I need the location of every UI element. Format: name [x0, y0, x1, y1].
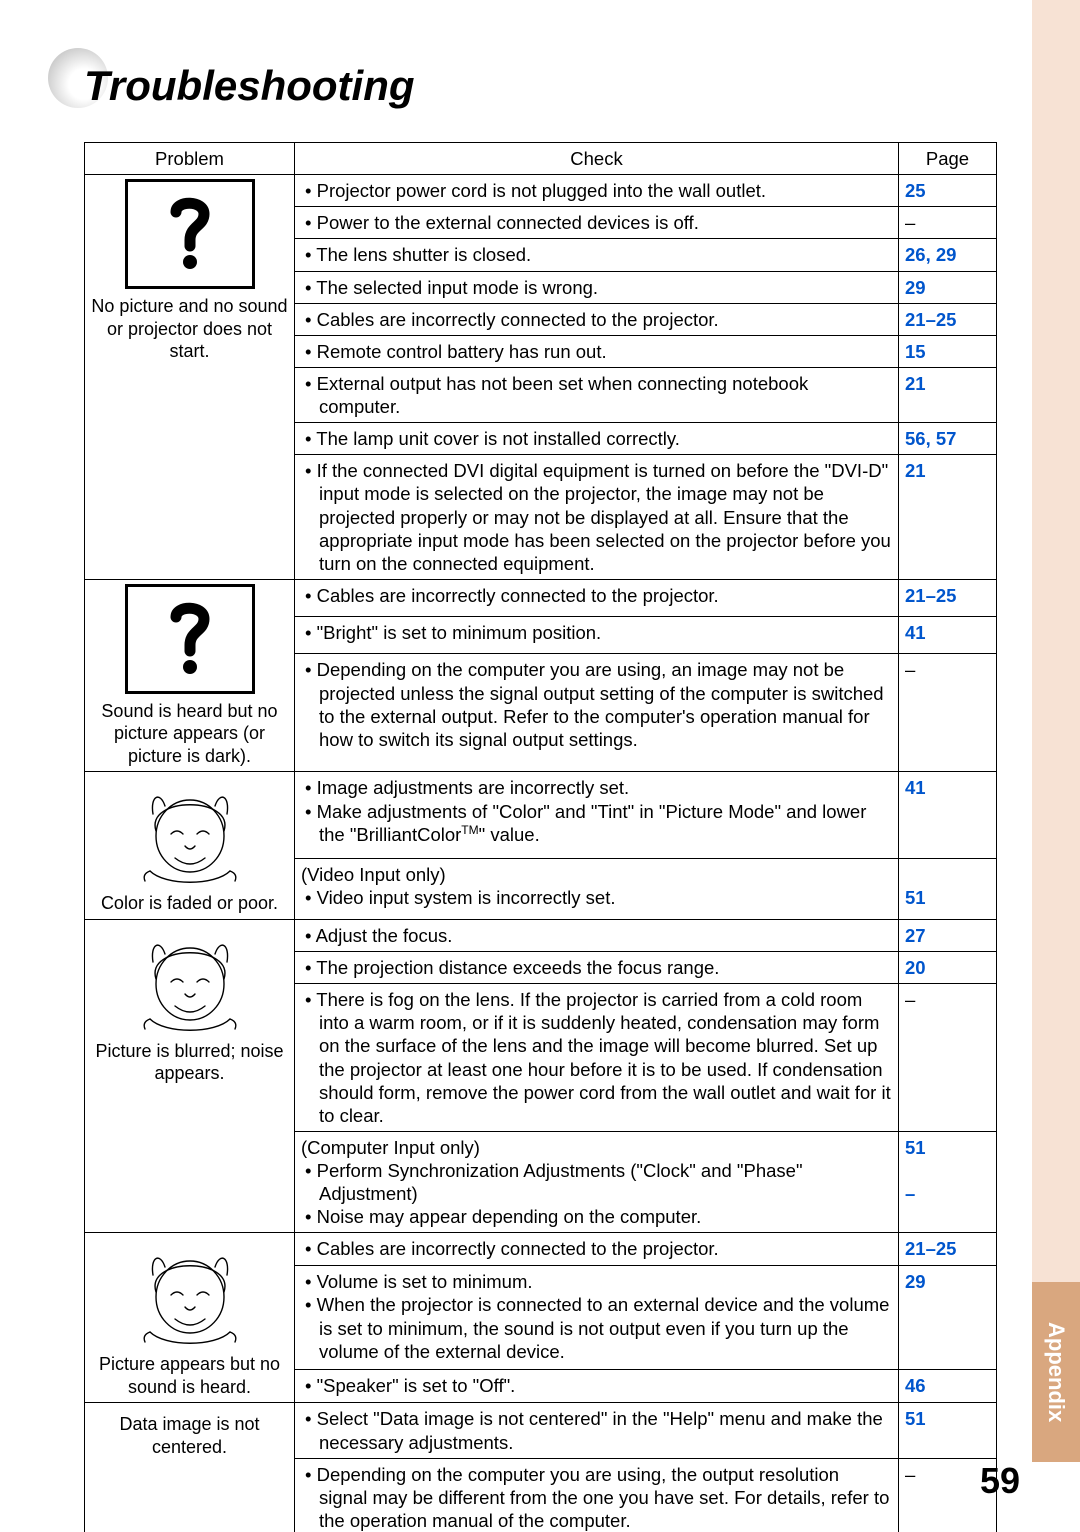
face-icon	[125, 776, 255, 886]
check-cell: • Projector power cord is not plugged in…	[295, 175, 899, 207]
face-icon	[125, 924, 255, 1034]
troubleshooting-table: Problem Check Page No picture and no sou…	[84, 142, 997, 1532]
problem-cell: Picture is blurred; noise appears.	[85, 919, 295, 1233]
page-cell: 56, 57	[899, 423, 997, 455]
check-cell: • External output has not been set when …	[295, 367, 899, 422]
table-row: No picture and no sound or projector doe…	[85, 175, 997, 207]
problem-cell: Data image is not centered.	[85, 1403, 295, 1532]
check-cell: • The lamp unit cover is not installed c…	[295, 423, 899, 455]
page-cell: 21	[899, 455, 997, 580]
page-cell: 51	[899, 1403, 997, 1458]
table-row: Data image is not centered.• Select "Dat…	[85, 1403, 997, 1458]
check-cell: • Select "Data image is not centered" in…	[295, 1403, 899, 1458]
page-cell: 25	[899, 175, 997, 207]
page-cell: 51	[899, 858, 997, 919]
table-row: Sound is heard but no picture appears (o…	[85, 579, 997, 616]
page-cell: 21–25	[899, 1233, 997, 1266]
side-tab-background	[1032, 0, 1080, 1460]
question-icon	[125, 584, 255, 694]
table-row: Color is faded or poor.• Image adjustmen…	[85, 772, 997, 859]
page-cell: 46	[899, 1370, 997, 1403]
check-cell: (Computer Input only)• Perform Synchroni…	[295, 1131, 899, 1233]
problem-label: Color is faded or poor.	[91, 892, 288, 915]
header-problem: Problem	[85, 143, 295, 175]
page-cell: 29	[899, 1266, 997, 1370]
problem-cell: No picture and no sound or projector doe…	[85, 175, 295, 580]
header-page: Page	[899, 143, 997, 175]
check-cell: • Cables are incorrectly connected to th…	[295, 1233, 899, 1266]
check-cell: • There is fog on the lens. If the proje…	[295, 984, 899, 1132]
problem-cell: Sound is heard but no picture appears (o…	[85, 579, 295, 772]
page-cell: –	[899, 207, 997, 239]
page-cell: 29	[899, 271, 997, 303]
check-cell: • Image adjustments are incorrectly set.…	[295, 772, 899, 859]
header-check: Check	[295, 143, 899, 175]
page-cell: 21–25	[899, 303, 997, 335]
problem-label: Sound is heard but no picture appears (o…	[91, 700, 288, 768]
question-icon	[125, 179, 255, 289]
check-cell: • The projection distance exceeds the fo…	[295, 952, 899, 984]
check-cell: • "Speaker" is set to "Off".	[295, 1370, 899, 1403]
check-cell: • Cables are incorrectly connected to th…	[295, 303, 899, 335]
problem-label: No picture and no sound or projector doe…	[91, 295, 288, 363]
check-cell: • Cables are incorrectly connected to th…	[295, 579, 899, 616]
check-cell: • Remote control battery has run out.	[295, 335, 899, 367]
page-cell: 51 –	[899, 1131, 997, 1233]
problem-cell: Color is faded or poor.	[85, 772, 295, 920]
check-cell: • "Bright" is set to minimum position.	[295, 617, 899, 654]
check-cell: • Power to the external connected device…	[295, 207, 899, 239]
page-cell: 26, 29	[899, 239, 997, 271]
problem-label: Picture is blurred; noise appears.	[91, 1040, 288, 1085]
page-cell: –	[899, 1458, 997, 1532]
problem-cell: Picture appears but no sound is heard.	[85, 1233, 295, 1403]
problem-label: Picture appears but no sound is heard.	[91, 1353, 288, 1398]
check-cell: (Video Input only)• Video input system i…	[295, 858, 899, 919]
side-tab-label: Appendix	[1032, 1282, 1080, 1462]
check-cell: • The lens shutter is closed.	[295, 239, 899, 271]
face-icon	[125, 1237, 255, 1347]
page-cell: 21	[899, 367, 997, 422]
page-cell: 41	[899, 617, 997, 654]
table-row: Picture is blurred; noise appears.• Adju…	[85, 919, 997, 951]
table-row: Picture appears but no sound is heard.• …	[85, 1233, 997, 1266]
page-cell: 21–25	[899, 579, 997, 616]
check-cell: • Depending on the computer you are usin…	[295, 654, 899, 772]
check-cell: • Volume is set to minimum.• When the pr…	[295, 1266, 899, 1370]
check-cell: • Depending on the computer you are usin…	[295, 1458, 899, 1532]
page-cell: –	[899, 984, 997, 1132]
page-cell: 15	[899, 335, 997, 367]
table-header-row: Problem Check Page	[85, 143, 997, 175]
page-cell: –	[899, 654, 997, 772]
page-cell: 27	[899, 919, 997, 951]
page-title: Troubleshooting	[84, 62, 415, 110]
check-cell: • If the connected DVI digital equipment…	[295, 455, 899, 580]
page-cell: 20	[899, 952, 997, 984]
check-cell: • The selected input mode is wrong.	[295, 271, 899, 303]
problem-label: Data image is not centered.	[91, 1413, 288, 1458]
check-cell: • Adjust the focus.	[295, 919, 899, 951]
page-cell: 41	[899, 772, 997, 859]
